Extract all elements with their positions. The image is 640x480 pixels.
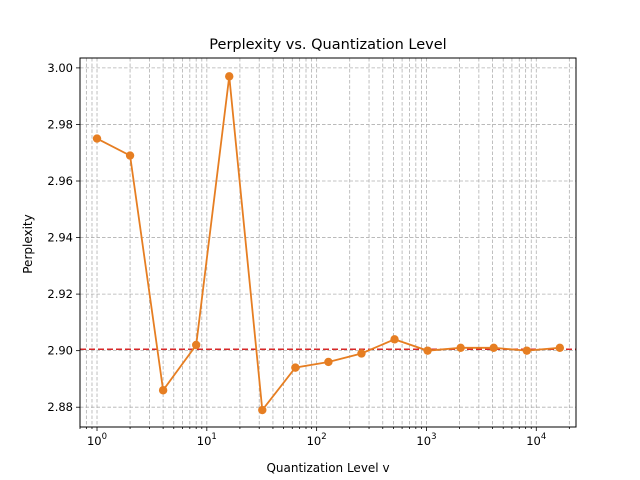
- data-point: [357, 349, 366, 358]
- x-tick-label: 100: [87, 432, 107, 448]
- y-tick-label: 2.98: [47, 117, 73, 131]
- data-point: [191, 340, 201, 350]
- y-tick-label: 2.94: [47, 231, 73, 245]
- data-point: [390, 335, 399, 344]
- x-tick-label: 102: [307, 432, 327, 448]
- data-point: [92, 134, 102, 143]
- data-point: [324, 357, 333, 367]
- data-point: [522, 346, 531, 355]
- data-point: [423, 346, 432, 355]
- y-axis-ticks: 2.88 2.90 2.92 2.94 2.96 2.98 3.00: [47, 61, 80, 414]
- y-axis-label: Perplexity: [21, 214, 35, 274]
- series-group: [92, 72, 565, 415]
- y-tick-label: 2.88: [47, 400, 73, 414]
- data-point: [291, 363, 300, 372]
- x-axis-ticks: 100 101 102 103 104: [79, 427, 570, 448]
- data-point: [158, 386, 168, 395]
- data-point: [456, 343, 465, 353]
- y-tick-label: 3.00: [47, 61, 73, 75]
- x-tick-label: 104: [526, 432, 546, 448]
- plot-frame: [79, 57, 577, 428]
- x-tick-label: 101: [197, 432, 217, 448]
- data-point: [555, 343, 565, 353]
- y-tick-label: 2.96: [47, 174, 73, 188]
- chart-title: Perplexity vs. Quantization Level: [209, 37, 446, 53]
- data-point: [225, 72, 234, 81]
- data-point: [489, 343, 498, 353]
- data-point: [125, 151, 135, 160]
- grid: [79, 58, 576, 427]
- data-point: [258, 405, 267, 415]
- x-tick-label: 103: [416, 432, 436, 448]
- y-tick-label: 2.90: [47, 344, 73, 358]
- y-tick-label: 2.92: [47, 287, 73, 301]
- x-axis-label: Quantization Level v: [266, 461, 389, 475]
